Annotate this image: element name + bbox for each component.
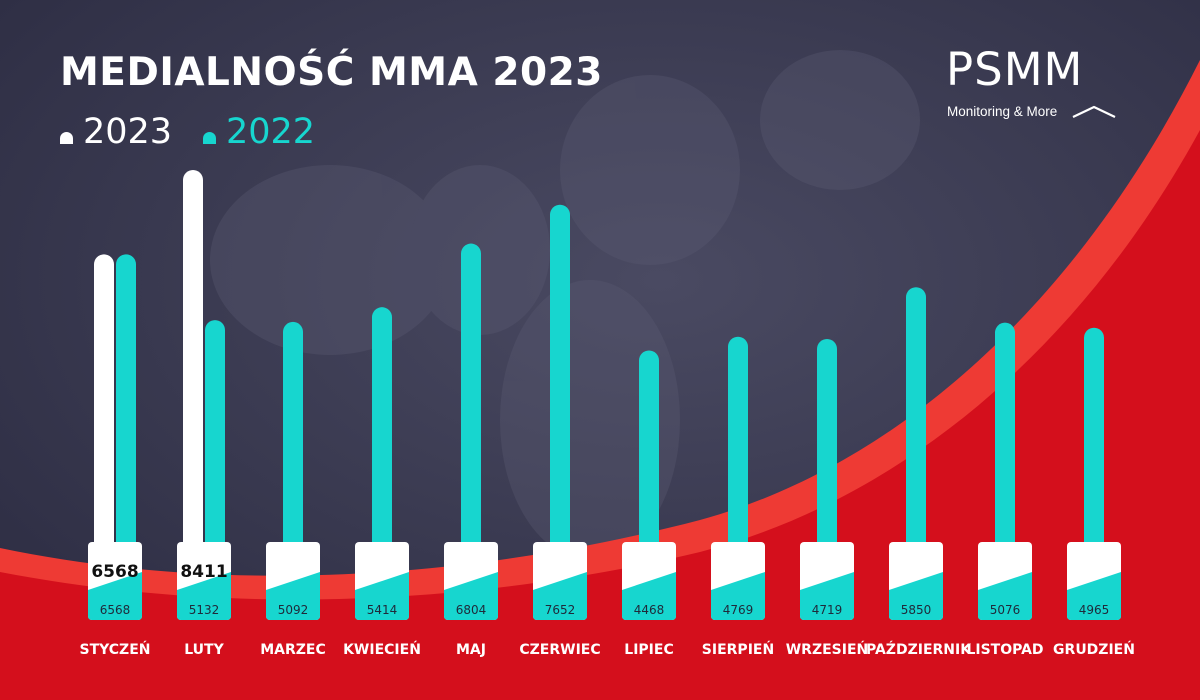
value-box-teal-grudzien [1067,572,1121,620]
value-box-teal-kwiecien [355,572,409,620]
data-label-2022-grudzien: 4965 [1079,603,1110,617]
bar-2022-maj [461,243,481,569]
month-label-wrzesien: WRZESIEŃ [785,642,869,658]
legend-swatch-2023 [60,132,73,144]
value-box-teal-wrzesien [800,572,854,620]
data-label-2023-styczen: 6568 [91,562,138,582]
legend-item-2023: 2023 [60,112,172,152]
bar-2022-kwiecien [372,307,392,569]
value-box-teal-luty [177,572,231,620]
legend-label-2022: 2022 [226,112,316,152]
bar-2022-listopad [995,322,1015,569]
data-label-2022-kwiecien: 5414 [367,603,398,617]
data-label-2022-listopad: 5076 [990,603,1021,617]
legend-label-2023: 2023 [83,112,173,152]
month-label-marzec: MARZEC [260,642,326,658]
data-label-2022-marzec: 5092 [278,603,309,617]
month-label-kwiecien: KWIECIEŃ [343,642,421,658]
bar-2022-marzec [283,321,303,569]
value-box-teal-sierpien [711,572,765,620]
bar-2022-czerwiec [550,204,570,569]
logo-brand: PSMM [946,43,1084,96]
month-label-pazdziernik: PAŹDZIERNIK [866,642,972,658]
data-label-2022-luty: 5132 [189,603,220,617]
value-box-teal-listopad [978,572,1032,620]
data-label-2022-sierpien: 4769 [723,603,754,617]
month-label-styczen: STYCZEŃ [79,642,151,658]
bar-2023-styczen [94,254,114,570]
bar-2022-styczen [116,254,136,570]
bar-2022-grudzien [1084,327,1104,569]
data-label-2022-czerwiec: 7652 [545,603,576,617]
bar-2022-wrzesien [817,338,837,569]
value-box-teal-lipiec [622,572,676,620]
bar-2022-sierpien [728,336,748,569]
value-box-teal-czerwiec [533,572,587,620]
data-label-2022-lipiec: 4468 [634,603,665,617]
psmm-logo: PSMM Monitoring & More [946,46,1126,126]
data-label-2022-styczen: 6568 [100,603,131,617]
month-label-sierpien: SIERPIEŃ [701,642,775,658]
background-photo-silhouette [210,50,920,560]
legend-swatch-2022 [203,132,216,144]
month-label-czerwiec: CZERWIEC [519,642,601,658]
value-box-teal-maj [444,572,498,620]
chart-title: MEDIALNOŚĆ MMA 2023 [60,50,603,95]
bar-2023-luty [183,170,203,569]
value-box-teal-pazdziernik [889,572,943,620]
data-label-2023-luty: 8411 [180,562,227,582]
month-label-listopad: LISTOPAD [966,642,1044,658]
data-label-2022-wrzesien: 4719 [812,603,843,617]
month-label-lipiec: LIPIEC [624,642,674,658]
month-label-luty: LUTY [184,642,224,658]
legend-item-2022: 2022 [203,112,315,152]
logo-roof-icon [1072,105,1116,118]
bar-2022-pazdziernik [906,287,926,569]
month-label-maj: MAJ [456,642,486,658]
value-box-teal-styczen [88,572,142,620]
bar-2022-lipiec [639,350,659,569]
logo-tagline: Monitoring & More [947,104,1058,119]
data-label-2022-pazdziernik: 5850 [901,603,932,617]
data-label-2022-maj: 6804 [456,603,487,617]
value-box-teal-marzec [266,572,320,620]
bar-2022-luty [205,320,225,569]
month-label-grudzien: GRUDZIEŃ [1053,642,1135,658]
